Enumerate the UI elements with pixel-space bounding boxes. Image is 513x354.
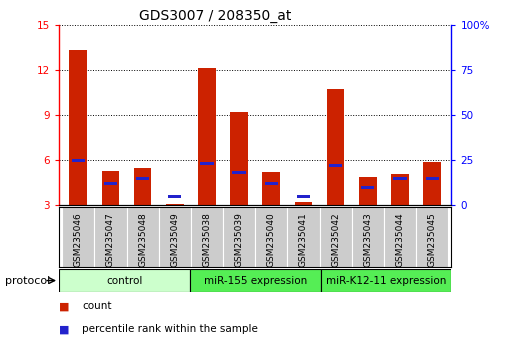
Bar bbox=[102, 171, 120, 205]
Text: GSM235044: GSM235044 bbox=[396, 212, 404, 267]
Text: GSM235042: GSM235042 bbox=[331, 212, 340, 267]
Text: GSM235043: GSM235043 bbox=[363, 212, 372, 267]
Text: GSM235046: GSM235046 bbox=[74, 212, 83, 267]
Bar bbox=[223, 207, 255, 267]
Bar bbox=[391, 174, 409, 205]
Text: GSM235040: GSM235040 bbox=[267, 212, 276, 267]
Text: miR-155 expression: miR-155 expression bbox=[204, 275, 307, 286]
Bar bbox=[423, 162, 441, 205]
Bar bbox=[134, 168, 151, 205]
Text: GSM235038: GSM235038 bbox=[203, 212, 211, 267]
Text: GSM235039: GSM235039 bbox=[234, 212, 244, 267]
Bar bbox=[191, 207, 223, 267]
Bar bbox=[384, 207, 416, 267]
Bar bbox=[255, 207, 287, 267]
Bar bbox=[265, 182, 278, 185]
Bar bbox=[94, 207, 127, 267]
Bar bbox=[297, 195, 310, 198]
Bar bbox=[136, 177, 149, 180]
Text: count: count bbox=[82, 301, 112, 311]
Bar bbox=[230, 112, 248, 205]
Text: GDS3007 / 208350_at: GDS3007 / 208350_at bbox=[139, 9, 292, 23]
Text: ■: ■ bbox=[59, 324, 69, 334]
Text: GSM235047: GSM235047 bbox=[106, 212, 115, 267]
Bar bbox=[59, 269, 190, 292]
Bar bbox=[104, 182, 117, 185]
Bar bbox=[166, 204, 184, 205]
Text: percentile rank within the sample: percentile rank within the sample bbox=[82, 324, 258, 334]
Bar bbox=[352, 207, 384, 267]
Bar bbox=[168, 195, 182, 198]
Bar bbox=[294, 202, 312, 205]
Bar bbox=[393, 177, 407, 180]
Bar bbox=[72, 159, 85, 162]
Text: ■: ■ bbox=[59, 301, 69, 311]
Bar bbox=[69, 50, 87, 205]
Text: protocol: protocol bbox=[5, 275, 50, 286]
Bar bbox=[321, 269, 451, 292]
Bar bbox=[198, 68, 216, 205]
Bar bbox=[232, 171, 246, 175]
Text: control: control bbox=[106, 275, 143, 286]
Text: miR-K12-11 expression: miR-K12-11 expression bbox=[326, 275, 446, 286]
Text: GSM235048: GSM235048 bbox=[138, 212, 147, 267]
Bar bbox=[329, 164, 342, 167]
Bar bbox=[159, 207, 191, 267]
Bar bbox=[416, 207, 448, 267]
Bar bbox=[127, 207, 159, 267]
Bar bbox=[190, 269, 321, 292]
Bar bbox=[287, 207, 320, 267]
Bar bbox=[320, 207, 352, 267]
Text: GSM235045: GSM235045 bbox=[428, 212, 437, 267]
Bar bbox=[201, 162, 213, 165]
Text: GSM235041: GSM235041 bbox=[299, 212, 308, 267]
Text: GSM235049: GSM235049 bbox=[170, 212, 180, 267]
Bar bbox=[361, 185, 374, 189]
Bar bbox=[425, 177, 439, 180]
Bar bbox=[263, 172, 280, 205]
Bar bbox=[62, 207, 94, 267]
Bar bbox=[359, 177, 377, 205]
Bar bbox=[327, 90, 345, 205]
